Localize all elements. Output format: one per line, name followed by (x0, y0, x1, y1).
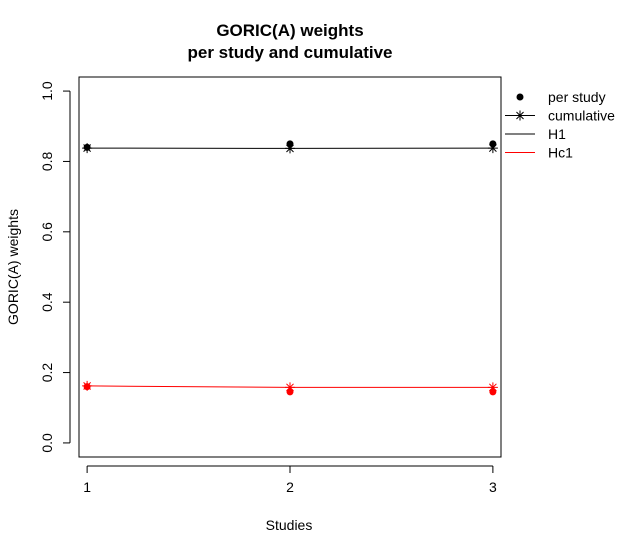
y-tick-label: 1.0 (39, 81, 55, 101)
legend-item-per-study: per study (516, 89, 606, 105)
legend-label: H1 (548, 126, 566, 142)
x-tick-label: 2 (286, 479, 294, 495)
cumulative-point-h1 (487, 143, 498, 154)
per-study-point-h1 (286, 140, 294, 148)
per-study-point-h1 (489, 140, 497, 148)
y-tick-label: 0.8 (39, 152, 55, 172)
cumulative-point-h1 (285, 143, 295, 154)
legend: per study cumulative H1 Hc1 (505, 89, 615, 161)
chart-title-line-2: per study and cumulative (188, 43, 393, 62)
legend-item-cumulative: cumulative (505, 108, 615, 124)
cumulative-point-hc1 (285, 382, 295, 393)
y-axis: 0.0 0.2 0.4 0.6 0.8 1.0 (39, 81, 71, 453)
plot-area-frame (78, 76, 502, 458)
legend-star-symbol (515, 110, 525, 121)
x-axis: 1 2 3 (83, 465, 497, 495)
y-tick-label: 0.4 (39, 292, 55, 312)
per-study-point-h1 (83, 143, 91, 151)
per-study-point-hc1 (489, 388, 497, 396)
legend-label: Hc1 (548, 145, 573, 161)
per-study-point-hc1 (83, 383, 91, 391)
series-hc1 (82, 380, 498, 396)
y-tick-label: 0.0 (39, 433, 55, 453)
legend-item-h1: H1 (505, 126, 566, 142)
per-study-point-hc1 (286, 388, 294, 396)
y-axis-label: GORIC(A) weights (5, 209, 21, 325)
legend-label: cumulative (548, 108, 615, 124)
legend-label: per study (548, 89, 606, 105)
cumulative-point-hc1 (487, 382, 498, 393)
y-tick-label: 0.6 (39, 222, 55, 242)
chart-title-line-1: GORIC(A) weights (216, 21, 363, 40)
x-tick-label: 1 (83, 479, 91, 495)
series-h1 (82, 140, 498, 154)
legend-item-hc1: Hc1 (505, 145, 573, 161)
x-tick-label: 3 (489, 479, 497, 495)
series-layer (82, 140, 498, 396)
legend-dot-symbol (516, 93, 524, 101)
y-tick-label: 0.2 (39, 363, 55, 383)
x-axis-label: Studies (266, 517, 313, 533)
